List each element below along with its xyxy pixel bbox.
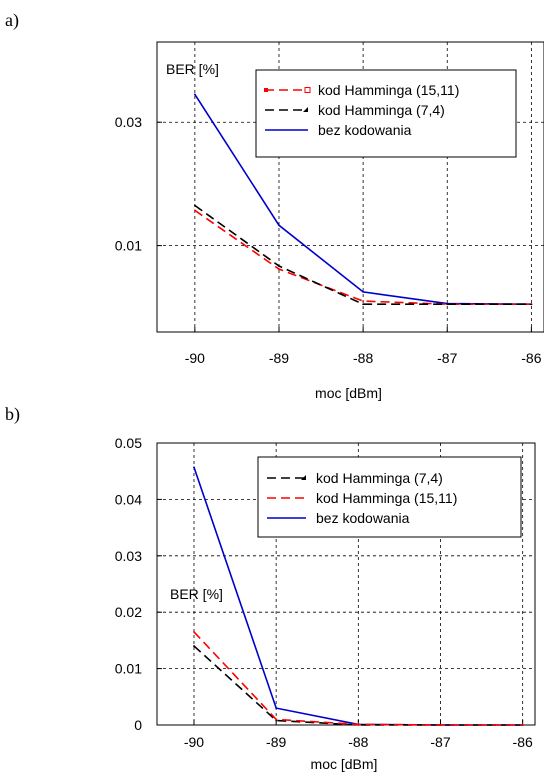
- data-point: [522, 724, 524, 726]
- y-axis-title: BER [%]: [170, 586, 223, 602]
- legend-label: kod Hamminga (7,4): [316, 470, 443, 486]
- data-point: [362, 291, 364, 293]
- x-tick-label: -90: [184, 734, 204, 750]
- data-point: [362, 303, 364, 305]
- legend-marker: [305, 88, 310, 93]
- data-point: [275, 707, 277, 709]
- y-tick-label: 0: [134, 717, 142, 733]
- legend-label: bez kodowania: [318, 122, 412, 138]
- x-tick-label: -86: [513, 734, 533, 750]
- chart-panel-1: b) -90 -89 -88 -87 -86 0 0.01 0.02 0.03 0.04 0.05 BE…: [5, 404, 535, 772]
- x-axis-title: moc [dBm]: [311, 756, 378, 772]
- legend-label: bez kodowania: [316, 510, 410, 526]
- panel-label: b): [5, 404, 20, 425]
- y-tick-label: 0.03: [115, 114, 142, 130]
- data-point: [278, 268, 280, 270]
- y-tick-label: 0.03: [115, 548, 142, 564]
- y-tick-label: 0.01: [115, 661, 142, 677]
- legend-label: kod Hamminga (15,11): [316, 490, 457, 506]
- y-tick-label: 0.01: [115, 238, 142, 254]
- data-point: [357, 724, 359, 726]
- legend-label: kod Hamminga (7,4): [318, 102, 445, 118]
- data-point: [193, 466, 195, 468]
- data-point: [194, 205, 196, 207]
- legend-label: kod Hamminga (15,11): [318, 82, 459, 98]
- x-axis-title: moc [dBm]: [315, 385, 382, 401]
- data-point: [275, 718, 277, 720]
- x-tick-label: -90: [185, 350, 205, 366]
- panel-label: a): [5, 10, 19, 31]
- data-point: [193, 645, 195, 647]
- data-point: [193, 631, 195, 633]
- data-point: [278, 224, 280, 226]
- x-tick-label: -86: [521, 350, 541, 366]
- x-tick-label: -88: [353, 350, 373, 366]
- data-point: [530, 303, 532, 305]
- chart-panel-0: a) -90 -89 -88 -87 -86 0.03 0.01 BER [%] moc [dBm…: [5, 10, 544, 401]
- y-axis-title: BER [%]: [166, 61, 219, 77]
- y-tick-label: 0.05: [115, 435, 142, 451]
- data-point: [362, 300, 364, 302]
- data-point: [278, 265, 280, 267]
- y-tick-label: 0.02: [115, 604, 142, 620]
- data-point: [440, 724, 442, 726]
- data-point: [446, 303, 448, 305]
- x-tick-label: -87: [430, 734, 450, 750]
- x-tick-label: -87: [437, 350, 457, 366]
- x-tick-label: -89: [269, 350, 289, 366]
- data-point: [194, 94, 196, 96]
- x-tick-label: -89: [266, 734, 286, 750]
- x-tick-label: -88: [348, 734, 368, 750]
- legend-marker: [264, 88, 268, 92]
- y-tick-label: 0.04: [115, 491, 142, 507]
- data-point: [194, 210, 196, 212]
